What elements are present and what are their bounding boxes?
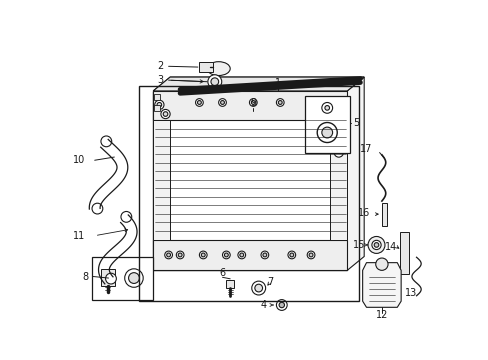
Circle shape [201, 253, 205, 257]
Circle shape [176, 251, 183, 259]
Polygon shape [153, 77, 364, 91]
Polygon shape [153, 77, 364, 91]
Circle shape [124, 269, 143, 287]
Text: 3: 3 [157, 75, 163, 85]
Bar [154, 105, 160, 111]
Circle shape [157, 103, 162, 107]
Circle shape [276, 300, 286, 310]
Bar [226, 280, 234, 288]
Text: 8: 8 [82, 271, 88, 282]
Text: 14: 14 [384, 242, 396, 252]
Circle shape [261, 251, 268, 259]
Text: 10: 10 [73, 155, 85, 165]
Text: 7: 7 [266, 277, 273, 287]
Bar [153, 91, 346, 120]
Circle shape [163, 112, 167, 116]
Circle shape [239, 253, 243, 257]
Circle shape [154, 100, 163, 109]
Bar [199, 62, 213, 72]
Circle shape [218, 99, 226, 106]
Circle shape [332, 130, 344, 142]
Circle shape [321, 127, 332, 138]
Bar [91, 257, 153, 300]
Circle shape [333, 148, 343, 157]
Circle shape [263, 253, 266, 257]
Text: 5: 5 [353, 117, 359, 127]
Bar [153, 120, 170, 239]
Polygon shape [346, 77, 364, 270]
Polygon shape [362, 263, 400, 307]
Circle shape [249, 99, 257, 106]
Circle shape [224, 253, 228, 257]
Text: 12: 12 [375, 310, 387, 320]
Text: 1: 1 [274, 78, 281, 88]
Circle shape [251, 281, 265, 295]
Bar [305, 95, 349, 153]
Circle shape [166, 253, 170, 257]
Circle shape [92, 203, 102, 214]
Circle shape [289, 253, 293, 257]
Circle shape [195, 99, 203, 106]
Circle shape [308, 253, 312, 257]
Circle shape [220, 100, 224, 104]
Circle shape [207, 75, 221, 89]
Bar [329, 120, 346, 239]
Circle shape [324, 105, 329, 110]
Circle shape [279, 302, 284, 308]
Ellipse shape [207, 62, 230, 76]
Text: 17: 17 [360, 144, 372, 154]
Circle shape [371, 240, 380, 249]
Circle shape [105, 273, 116, 284]
Circle shape [121, 211, 131, 222]
Circle shape [222, 251, 230, 259]
Circle shape [199, 251, 207, 259]
Text: 2: 2 [157, 61, 163, 71]
Text: 9: 9 [250, 98, 256, 108]
Circle shape [128, 273, 139, 283]
Circle shape [238, 251, 245, 259]
Circle shape [101, 136, 111, 147]
Circle shape [321, 103, 332, 113]
Bar [381, 203, 386, 226]
Circle shape [367, 237, 384, 253]
Circle shape [197, 100, 201, 104]
Circle shape [251, 100, 255, 104]
Text: 15: 15 [352, 240, 364, 250]
Circle shape [373, 243, 378, 247]
Circle shape [278, 100, 282, 104]
Circle shape [254, 284, 262, 292]
Circle shape [335, 132, 341, 139]
Circle shape [287, 251, 295, 259]
Circle shape [210, 78, 218, 86]
Circle shape [276, 99, 284, 106]
Circle shape [317, 122, 337, 143]
Bar [153, 239, 346, 270]
Bar [101, 269, 115, 286]
Bar [154, 94, 160, 100]
Text: 16: 16 [357, 208, 369, 217]
Circle shape [164, 251, 172, 259]
Circle shape [161, 109, 170, 119]
Circle shape [178, 253, 182, 257]
Text: 13: 13 [404, 288, 416, 298]
Text: 11: 11 [73, 231, 85, 241]
Bar [399, 232, 408, 274]
Bar [153, 91, 346, 270]
Text: 6: 6 [219, 267, 225, 278]
Circle shape [306, 251, 314, 259]
Text: 4: 4 [261, 300, 266, 310]
Bar [139, 86, 358, 301]
Circle shape [375, 258, 387, 270]
